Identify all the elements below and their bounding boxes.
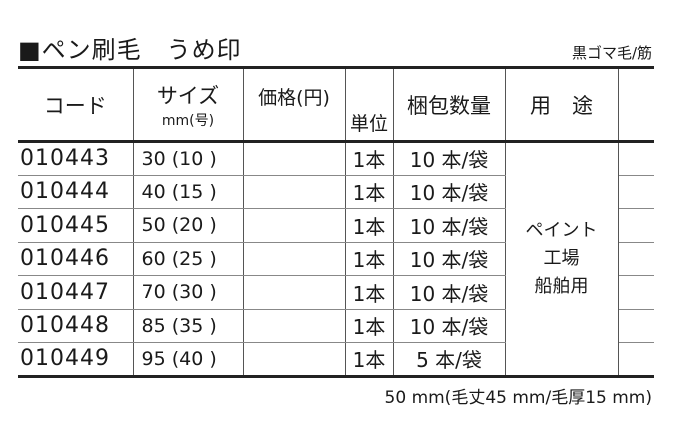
cell-extra [618,175,654,209]
cell-pack: 10 本/袋 [393,275,506,310]
table-row: 010448 85 (35 ) 1本 10 本/袋 [18,309,654,343]
cell-size: 95 (40 ) [133,342,244,376]
cell-code: 010447 [18,275,134,310]
cell-size: 40 (15 ) [133,175,244,209]
header-usage: 用 途 [505,67,619,142]
usage-line: ペイント [525,219,598,241]
cell-unit: 1本 [345,175,394,209]
cell-code: 010449 [18,342,134,376]
size-note: 50 mm(毛丈45 mm/毛厚15 mm) [384,388,652,408]
cell-pack: 10 本/袋 [393,242,506,276]
cell-code: 010444 [18,175,134,209]
bristle-type: 黒ゴマ毛/筋 [571,44,652,62]
cell-extra [618,208,654,243]
cell-extra [618,242,654,276]
header-unit: 単位 [345,67,394,142]
cell-pack: 5 本/袋 [393,342,506,376]
header-size-unit: mm(号) [161,112,215,129]
table-row: 010446 60 (25 ) 1本 10 本/袋 [18,242,654,276]
cell-code: 010448 [18,309,134,343]
header-code: コード [18,67,134,142]
cell-extra [618,343,654,377]
cell-unit: 1本 [345,275,394,310]
table-row: 010447 70 (30 ) 1本 10 本/袋 [18,275,654,310]
header-extra [618,68,654,142]
cell-code: 010446 [18,242,134,276]
cell-unit: 1本 [345,242,394,276]
product-table: コード サイズ mm(号) 価格(円) 単位 梱包数量 用 途 010443 30 … [18,66,654,378]
header-pack: 梱包数量 [393,67,506,142]
table-row: 010444 40 (15 ) 1本 10 本/袋 [18,175,654,209]
cell-price [243,208,346,243]
table-row: 010443 30 (10 ) 1本 10 本/袋 ペイント 工場 船舶用 [18,141,654,376]
cell-pack: 10 本/袋 [393,309,506,343]
cell-size: 85 (35 ) [133,309,244,343]
cell-extra [618,275,654,310]
cell-pack: 10 本/袋 [393,208,506,243]
cell-price [243,141,346,176]
cell-price [243,175,346,209]
cell-pack: 10 本/袋 [393,141,506,176]
usage-line: 船舶用 [534,275,589,297]
cell-unit: 1本 [345,342,394,376]
cell-size: 60 (25 ) [133,242,244,276]
table-row: 010449 95 (40 ) 1本 5 本/袋 [18,342,654,377]
header-size-label: サイズ [156,83,220,108]
cell-unit: 1本 [345,309,394,343]
cell-extra [618,141,654,176]
cell-unit: 1本 [345,141,394,176]
cell-size: 30 (10 ) [133,141,244,176]
header-price: 価格(円) [243,67,346,142]
header-row: コード サイズ mm(号) 価格(円) 単位 梱包数量 用 途 [18,67,654,142]
cell-code: 010443 [18,141,134,176]
cell-price [243,342,346,376]
cell-extra [618,309,654,343]
header-size: サイズ mm(号) [133,67,244,142]
cell-code: 010445 [18,208,134,243]
cell-price [243,242,346,276]
cell-unit: 1本 [345,208,394,243]
cell-price [243,275,346,310]
page-title: ■ペン刷毛 うめ印 [18,36,242,64]
cell-size: 50 (20 ) [133,208,244,243]
table-row: 010445 50 (20 ) 1本 10 本/袋 [18,208,654,243]
cell-price [243,309,346,343]
cell-size: 70 (30 ) [133,275,244,310]
usage-line: 工場 [543,247,580,269]
cell-usage: ペイント 工場 船舶用 [505,141,619,376]
cell-pack: 10 本/袋 [393,175,506,209]
